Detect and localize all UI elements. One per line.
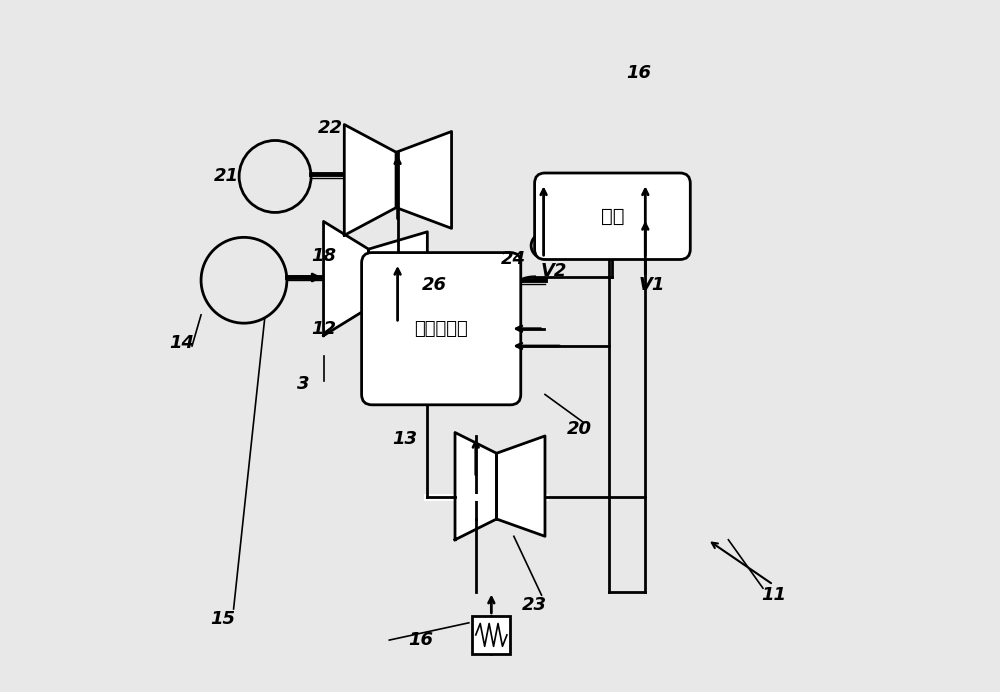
Text: 3: 3 [297, 375, 309, 393]
Text: 16: 16 [626, 64, 651, 82]
FancyBboxPatch shape [362, 253, 521, 405]
Text: 14: 14 [169, 334, 194, 352]
Polygon shape [455, 432, 497, 540]
Text: 空腔: 空腔 [601, 207, 624, 226]
Text: 热量储存器: 热量储存器 [414, 320, 468, 338]
Text: 26: 26 [422, 276, 447, 294]
Text: 13: 13 [392, 430, 417, 448]
Text: 22: 22 [318, 119, 343, 137]
Text: 23: 23 [522, 597, 547, 614]
Text: 18: 18 [311, 247, 336, 265]
Text: V2: V2 [541, 262, 567, 280]
Bar [472, 616, 510, 654]
FancyBboxPatch shape [535, 173, 690, 260]
Text: 20: 20 [567, 420, 592, 438]
Text: 21: 21 [214, 167, 239, 185]
Polygon shape [344, 125, 396, 235]
Polygon shape [497, 436, 545, 536]
Text: 12: 12 [311, 320, 336, 338]
Polygon shape [369, 232, 427, 325]
Polygon shape [396, 131, 452, 228]
Polygon shape [324, 221, 369, 336]
Text: 16: 16 [408, 631, 433, 649]
Text: 24: 24 [501, 251, 526, 268]
Text: 15: 15 [211, 610, 236, 628]
Text: V1: V1 [639, 276, 665, 294]
Text: 11: 11 [761, 586, 786, 604]
